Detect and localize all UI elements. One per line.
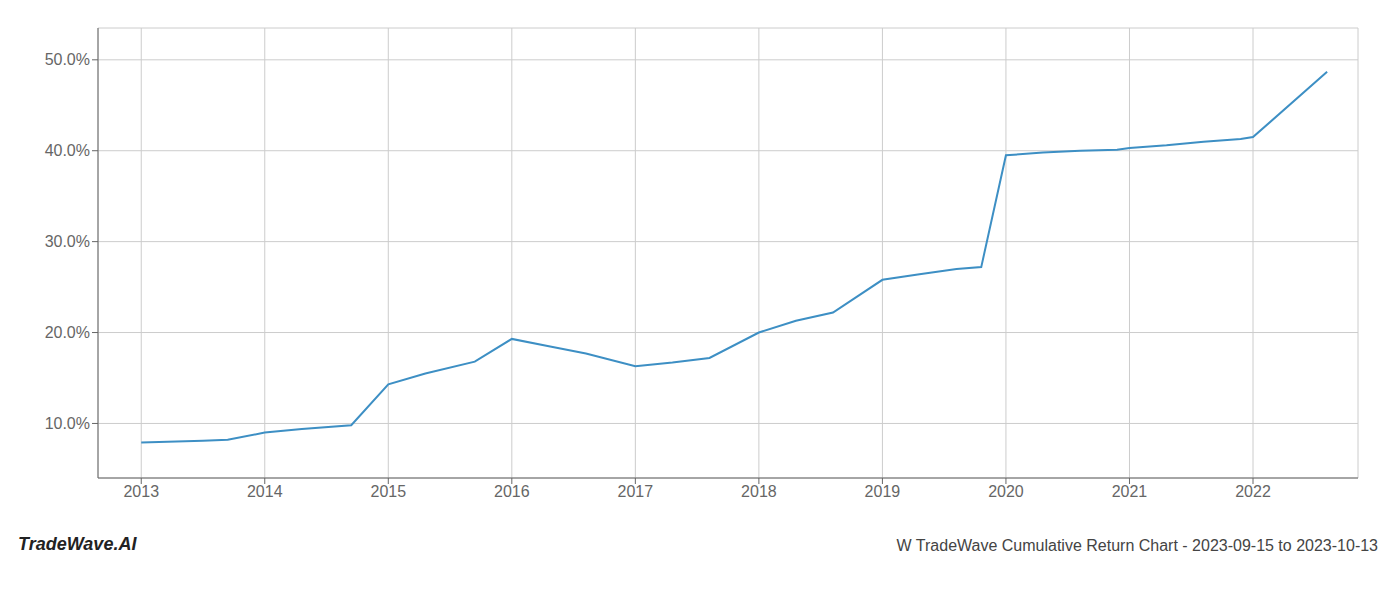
svg-text:2013: 2013 [123, 483, 159, 500]
svg-text:2015: 2015 [370, 483, 406, 500]
html-text:W TradeWave Cumulative Return: W TradeWave Cumulative Return Chart - 20… [896, 537, 1378, 554]
html-text:TradeWave.AI: TradeWave.AI [18, 534, 137, 554]
svg-text:2018: 2018 [741, 483, 777, 500]
svg-text:2022: 2022 [1235, 483, 1271, 500]
svg-text:2016: 2016 [494, 483, 530, 500]
svg-text:2021: 2021 [1112, 483, 1148, 500]
svg-text:2017: 2017 [618, 483, 654, 500]
svg-text:20.0%: 20.0% [45, 324, 90, 341]
svg-text:50.0%: 50.0% [45, 51, 90, 68]
svg-text:40.0%: 40.0% [45, 142, 90, 159]
svg-text:2014: 2014 [247, 483, 283, 500]
svg-text:30.0%: 30.0% [45, 233, 90, 250]
svg-text:10.0%: 10.0% [45, 415, 90, 432]
svg-text:2020: 2020 [988, 483, 1024, 500]
svg-text:2019: 2019 [865, 483, 901, 500]
